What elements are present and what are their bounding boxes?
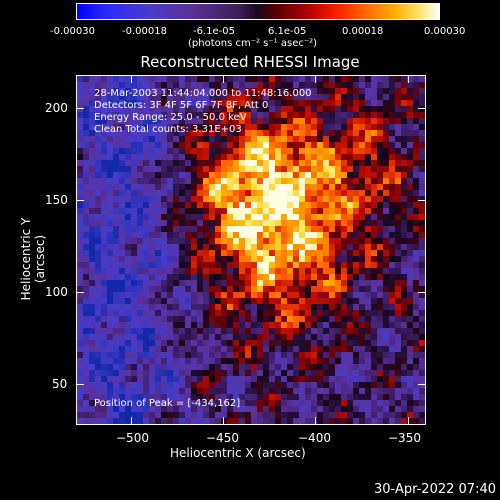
y-tick-label: 200 bbox=[45, 101, 68, 115]
tick-mark bbox=[76, 292, 84, 294]
tick-mark bbox=[315, 417, 317, 425]
x-axis-label: Heliocentric X (arcsec) bbox=[170, 446, 306, 460]
info-detectors: Detectors: 3F 4F 5F 6F 7F 8F, Att 0 bbox=[94, 100, 269, 111]
tick-mark bbox=[418, 200, 426, 202]
info-total-counts: Clean Total counts: 3.31E+03 bbox=[94, 124, 242, 135]
tick-mark bbox=[131, 417, 133, 425]
info-peak-position: Position of Peak = [-434,162] bbox=[94, 398, 241, 409]
y-tick-label: 100 bbox=[45, 285, 68, 299]
x-tick-label: −400 bbox=[298, 431, 331, 445]
tick-mark bbox=[223, 417, 225, 425]
tick-mark bbox=[418, 292, 426, 294]
x-tick-label: −350 bbox=[388, 431, 421, 445]
y-tick-label: 50 bbox=[52, 377, 68, 391]
x-tick-label: −500 bbox=[116, 431, 149, 445]
colorbar-tick-label: -0.00018 bbox=[122, 26, 167, 37]
colorbar-tick-label: 6.1e-05 bbox=[268, 26, 307, 37]
info-energy-range: Energy Range: 25.0 - 50.0 keV bbox=[94, 112, 247, 123]
tick-mark bbox=[418, 384, 426, 386]
tick-mark bbox=[315, 75, 317, 83]
tick-mark bbox=[76, 384, 84, 386]
tick-mark bbox=[418, 108, 426, 110]
tick-mark bbox=[407, 75, 409, 83]
tick-mark bbox=[76, 108, 84, 110]
colorbar-units: (photons cm⁻² s⁻¹ asec⁻²) bbox=[188, 38, 318, 49]
info-time-range: 28-Mar-2003 11:44:04.000 to 11:48:16.000 bbox=[94, 88, 312, 99]
colorbar-tick-label: 0.00030 bbox=[424, 26, 466, 37]
colorbar-tick-label: 0.00018 bbox=[342, 26, 384, 37]
y-axis-label: Heliocentric Y (arcsec) bbox=[19, 217, 47, 301]
colorbar bbox=[76, 3, 440, 20]
plot-area: 28-Mar-2003 11:44:04.000 to 11:48:16.000… bbox=[76, 75, 426, 425]
tick-mark bbox=[131, 75, 133, 83]
x-tick-label: −450 bbox=[206, 431, 239, 445]
heatmap-image bbox=[77, 76, 425, 424]
tick-mark bbox=[223, 75, 225, 83]
tick-mark bbox=[76, 200, 84, 202]
chart-title: Reconstructed RHESSI Image bbox=[140, 53, 360, 71]
colorbar-tick-label: -0.00030 bbox=[50, 26, 95, 37]
colorbar-tick-label: -6.1e-05 bbox=[193, 26, 235, 37]
y-tick-label: 150 bbox=[45, 193, 68, 207]
tick-mark bbox=[407, 417, 409, 425]
timestamp-footer: 30-Apr-2022 07:40 bbox=[374, 482, 496, 497]
